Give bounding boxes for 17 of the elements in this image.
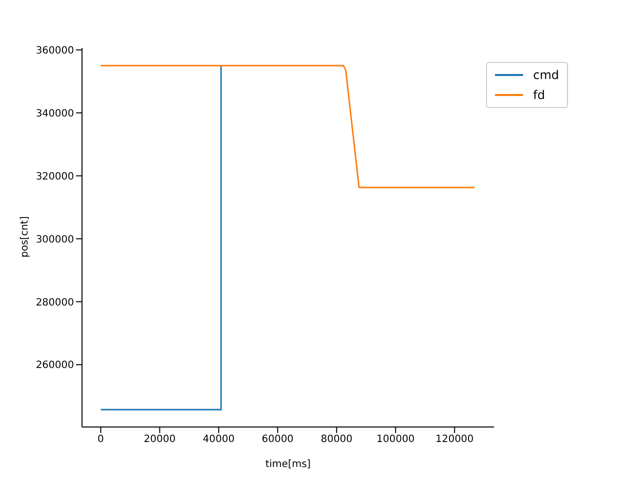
y-tick-label: 280000: [36, 297, 74, 308]
x-tick-label: 80000: [320, 434, 353, 446]
x-tick-label: 0: [98, 434, 104, 446]
y-tick-label: 300000: [36, 234, 74, 246]
y-tick-label: 340000: [36, 108, 74, 120]
x-tick-label: 60000: [262, 434, 294, 446]
y-tick-label: 320000: [36, 171, 74, 182]
x-axis-title: time[ms]: [265, 459, 311, 470]
x-tick-label: 120000: [435, 434, 474, 446]
y-tick-label: 260000: [36, 360, 74, 372]
x-tick-label: 40000: [202, 434, 235, 446]
legend-label: fd: [533, 87, 545, 104]
x-tick-label: 20000: [144, 434, 176, 446]
y-tick-label: 360000: [36, 45, 74, 56]
legend-label: cmd: [533, 67, 559, 84]
x-tick-label: 100000: [376, 434, 415, 446]
y-axis-title: pos[cnt]: [20, 216, 31, 258]
